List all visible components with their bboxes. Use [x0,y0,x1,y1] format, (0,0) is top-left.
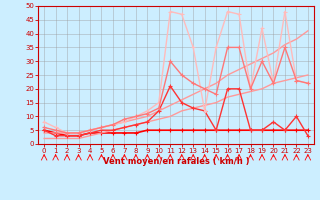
X-axis label: Vent moyen/en rafales ( km/h ): Vent moyen/en rafales ( km/h ) [103,157,249,166]
